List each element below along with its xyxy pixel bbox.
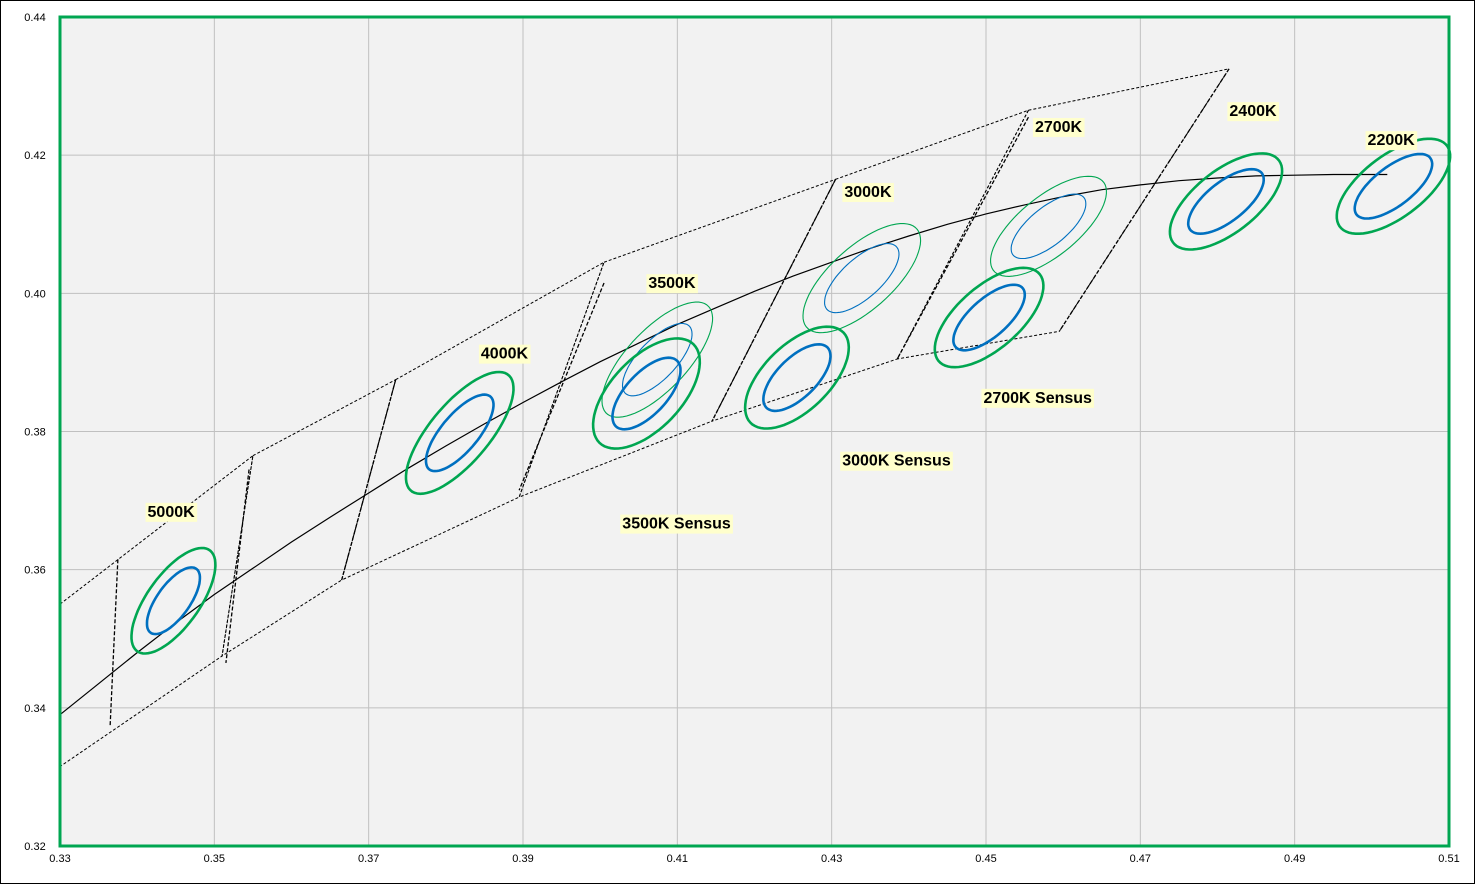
y-tick-label: 0.32	[24, 841, 45, 853]
inner-ellipse	[611, 356, 682, 431]
y-tick-label: 0.36	[24, 565, 45, 577]
annotation-background	[1365, 131, 1418, 151]
bin-divider	[1058, 68, 1230, 332]
x-tick-label: 0.33	[49, 853, 70, 865]
bin-divider	[518, 282, 605, 491]
annotation-text: 3500K	[648, 275, 696, 292]
annotation-background	[981, 388, 1095, 408]
inner-ellipse	[762, 342, 832, 413]
x-tick-label: 0.39	[512, 853, 533, 865]
annotation-text: 3000K	[844, 184, 892, 201]
bin-divider	[896, 116, 1030, 360]
x-tick-label: 0.41	[667, 853, 688, 865]
annotation-text: 5000K	[148, 504, 196, 521]
tick-labels: 0.33 0.35 0.37 0.39 0.41 0.43 0.45 0.47 0.49 0.51…	[24, 12, 1459, 865]
inner-ellipse	[424, 393, 495, 473]
inner-ellipse	[1186, 167, 1265, 236]
x-tick-label: 0.35	[204, 853, 225, 865]
annotation-background	[842, 182, 894, 202]
inner-ellipse	[145, 566, 202, 636]
bin-quadrangle	[221, 378, 397, 658]
x-tick-label: 0.45	[975, 853, 996, 865]
annotation-background	[1032, 118, 1085, 138]
x-tick-label: 0.47	[1130, 853, 1151, 865]
annotation-label: 2400K	[1227, 102, 1280, 122]
bin-quadrangle	[896, 68, 1231, 360]
annotation-text: 2700K Sensus	[983, 390, 1092, 407]
outer-ellipse	[990, 175, 1107, 277]
outer-ellipse	[404, 370, 515, 496]
outer-ellipse	[591, 337, 702, 450]
x-tick-label: 0.49	[1284, 853, 1305, 865]
annotation-background	[840, 451, 953, 471]
inner-ellipse	[621, 322, 693, 397]
annotation-background	[620, 514, 733, 534]
y-tick-label: 0.34	[24, 703, 45, 715]
x-tick-label: 0.37	[358, 853, 379, 865]
annotation-text: 2700K	[1035, 119, 1083, 136]
annotation-background	[646, 274, 698, 294]
annotation-label: 4000K	[478, 344, 531, 364]
outer-ellipse	[130, 546, 217, 655]
annotation-background	[478, 344, 531, 364]
inner-ellipse	[1353, 152, 1434, 220]
annotation-background	[145, 502, 198, 522]
annotation-label: 2700K	[1032, 118, 1085, 138]
outer-ellipse	[1168, 152, 1284, 251]
annotation-text: 2400K	[1229, 103, 1277, 120]
outer-ellipse	[601, 301, 714, 418]
annotation-text: 2200K	[1368, 132, 1416, 149]
annotation-label: 3500K	[646, 274, 698, 294]
outer-ellipse	[802, 223, 922, 334]
outer-ellipse	[933, 266, 1045, 369]
annotation-label: 3000K Sensus	[840, 451, 953, 471]
inner-ellipse	[824, 243, 900, 314]
bin-divider	[109, 559, 119, 726]
annotation-text: 3000K Sensus	[842, 453, 951, 470]
annotation-label: 2200K	[1365, 131, 1418, 151]
x-tick-label: 0.51	[1438, 853, 1459, 865]
annotation-label: 2700K Sensus	[981, 388, 1095, 408]
blackbody-locus	[59, 173, 1388, 716]
bin-divider	[225, 469, 250, 664]
outer-ellipse	[743, 325, 851, 430]
inner-ellipse	[1010, 193, 1087, 260]
annotation-label: 3000K	[842, 182, 894, 202]
annotation-label: 3500K Sensus	[620, 514, 733, 534]
ellipses	[130, 137, 1452, 655]
annotation-background	[1227, 102, 1280, 122]
gridlines	[60, 17, 1449, 846]
plot-border	[58, 15, 1451, 848]
y-tick-label: 0.44	[24, 12, 45, 24]
bin-divider	[341, 379, 397, 581]
annotation-label: 5000K	[145, 502, 198, 522]
annotations: 5000K 4000K 3500K 3000K 2700K 2400K 2200K 3500K…	[145, 102, 1418, 534]
inner-ellipse	[952, 283, 1027, 352]
y-tick-label: 0.40	[24, 288, 45, 300]
annotation-text: 3500K Sensus	[622, 516, 731, 533]
y-tick-label: 0.42	[24, 150, 45, 162]
locus-line	[59, 173, 1388, 716]
annotation-text: 4000K	[481, 346, 529, 363]
bin-divider	[711, 179, 837, 422]
y-tick-label: 0.38	[24, 427, 45, 439]
x-tick-label: 0.43	[821, 853, 842, 865]
